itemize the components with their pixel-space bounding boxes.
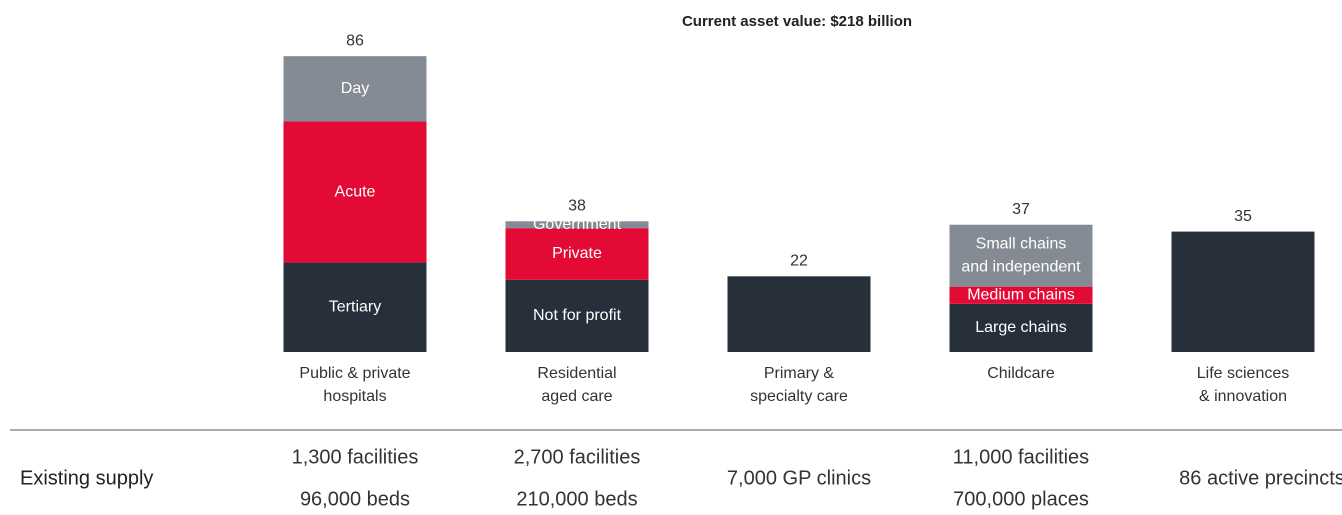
x-tick-label: Childcare: [987, 365, 1055, 382]
supply-cell: 86 active precincts: [1179, 467, 1342, 489]
x-tick-label: specialty care: [750, 388, 848, 405]
bar-segment: [949, 224, 1093, 287]
total-label: 86: [346, 32, 364, 49]
bar-segment: [505, 279, 649, 352]
segment-label: and independent: [961, 258, 1081, 275]
x-tick-label: Life sciences: [1197, 365, 1290, 382]
total-label: 37: [1012, 201, 1030, 218]
chart-title: Current asset value: $218 billion: [682, 13, 912, 30]
segment-label: Private: [552, 245, 602, 262]
supply-cell: 11,000 facilities: [953, 446, 1089, 468]
x-tick-label: Primary &: [764, 365, 835, 382]
supply-cell: 700,000 places: [953, 488, 1089, 510]
total-label: 22: [790, 253, 808, 270]
bar-segment: [505, 228, 649, 280]
x-tick-label: aged care: [541, 388, 612, 405]
supply-cell: 96,000 beds: [300, 488, 410, 510]
supply-cell: 7,000 GP clinics: [727, 467, 871, 489]
x-tick-label: Residential: [537, 365, 616, 382]
segment-label: Not for profit: [533, 307, 622, 324]
x-tick-label: Public & private: [299, 365, 410, 382]
supply-cell: 2,700 facilities: [514, 446, 641, 468]
bar-segment: [949, 303, 1093, 352]
bar-segment: [949, 286, 1093, 304]
segment-label: Government: [533, 216, 622, 233]
bar-segment: [1171, 231, 1315, 352]
bar-segment: [505, 221, 649, 229]
segment-label: Tertiary: [329, 298, 381, 315]
supply-cell: 1,300 facilities: [292, 446, 419, 468]
supply-cell: 210,000 beds: [516, 488, 637, 510]
bar-segment: [727, 276, 871, 352]
segment-label: Acute: [335, 183, 376, 200]
bar-segment: [283, 121, 427, 263]
bar-segment: [283, 56, 427, 122]
x-tick-label: hospitals: [323, 388, 386, 405]
total-label: 35: [1234, 208, 1252, 225]
segment-label: Small chains: [976, 235, 1067, 252]
total-label: 38: [568, 197, 586, 214]
segment-label: Day: [341, 80, 369, 97]
segment-label: Large chains: [975, 319, 1067, 336]
row-header: Existing supply: [20, 467, 153, 489]
bar-segment: [283, 262, 427, 352]
x-tick-label: & innovation: [1199, 388, 1287, 405]
segment-label: Medium chains: [967, 286, 1075, 303]
